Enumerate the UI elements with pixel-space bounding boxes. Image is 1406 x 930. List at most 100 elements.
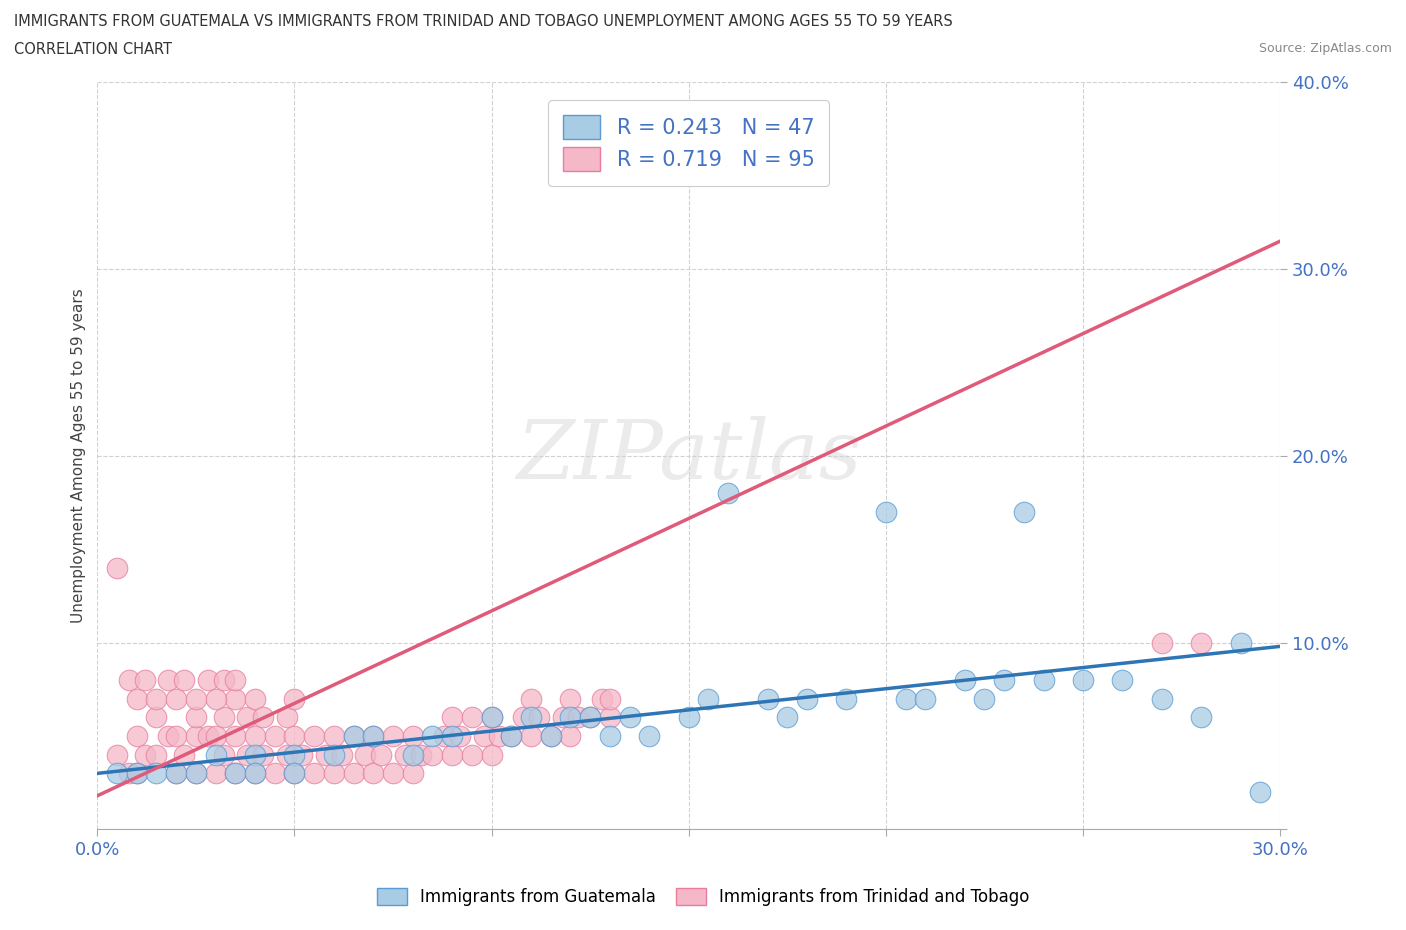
Point	[243, 691, 266, 706]
Point	[599, 691, 621, 706]
Point	[354, 748, 377, 763]
Point	[441, 710, 464, 724]
Point	[212, 672, 235, 687]
Point	[173, 672, 195, 687]
Point	[567, 710, 589, 724]
Point	[322, 766, 344, 781]
Point	[252, 748, 274, 763]
Point	[204, 748, 226, 763]
Point	[363, 728, 385, 743]
Point	[343, 766, 366, 781]
Point	[591, 691, 613, 706]
Point	[441, 748, 464, 763]
Point	[302, 766, 325, 781]
Point	[118, 766, 141, 781]
Point	[363, 728, 385, 743]
Point	[1150, 691, 1173, 706]
Point	[461, 710, 484, 724]
Point	[322, 728, 344, 743]
Point	[363, 766, 385, 781]
Point	[204, 766, 226, 781]
Point	[402, 748, 425, 763]
Point	[184, 766, 207, 781]
Point	[145, 691, 167, 706]
Point	[145, 748, 167, 763]
Point	[204, 728, 226, 743]
Text: IMMIGRANTS FROM GUATEMALA VS IMMIGRANTS FROM TRINIDAD AND TOBAGO UNEMPLOYMENT AM: IMMIGRANTS FROM GUATEMALA VS IMMIGRANTS …	[14, 14, 953, 29]
Point	[835, 691, 858, 706]
Point	[243, 766, 266, 781]
Point	[1189, 635, 1212, 650]
Point	[1249, 785, 1271, 800]
Point	[236, 710, 259, 724]
Point	[224, 766, 246, 781]
Point	[125, 766, 148, 781]
Point	[540, 728, 562, 743]
Point	[165, 766, 187, 781]
Point	[1032, 672, 1054, 687]
Point	[145, 766, 167, 781]
Point	[283, 748, 305, 763]
Y-axis label: Unemployment Among Ages 55 to 59 years: Unemployment Among Ages 55 to 59 years	[72, 288, 86, 623]
Point	[276, 710, 298, 724]
Point	[105, 561, 128, 576]
Legend: Immigrants from Guatemala, Immigrants from Trinidad and Tobago: Immigrants from Guatemala, Immigrants fr…	[370, 881, 1036, 912]
Point	[125, 691, 148, 706]
Point	[212, 710, 235, 724]
Point	[481, 748, 503, 763]
Point	[204, 691, 226, 706]
Point	[796, 691, 818, 706]
Point	[441, 728, 464, 743]
Point	[894, 691, 917, 706]
Point	[599, 710, 621, 724]
Point	[125, 728, 148, 743]
Point	[461, 748, 484, 763]
Point	[276, 748, 298, 763]
Point	[717, 485, 740, 500]
Point	[252, 710, 274, 724]
Point	[540, 728, 562, 743]
Point	[157, 728, 180, 743]
Point	[551, 710, 574, 724]
Point	[283, 766, 305, 781]
Point	[343, 728, 366, 743]
Point	[165, 691, 187, 706]
Point	[224, 672, 246, 687]
Point	[145, 710, 167, 724]
Point	[343, 728, 366, 743]
Point	[118, 672, 141, 687]
Point	[330, 748, 353, 763]
Point	[409, 748, 432, 763]
Point	[105, 766, 128, 781]
Point	[263, 728, 285, 743]
Point	[283, 766, 305, 781]
Point	[472, 728, 495, 743]
Point	[197, 672, 219, 687]
Point	[243, 766, 266, 781]
Point	[370, 748, 392, 763]
Point	[488, 728, 510, 743]
Point	[263, 766, 285, 781]
Point	[402, 766, 425, 781]
Point	[165, 766, 187, 781]
Point	[173, 748, 195, 763]
Point	[224, 766, 246, 781]
Point	[243, 728, 266, 743]
Point	[449, 728, 471, 743]
Point	[756, 691, 779, 706]
Point	[105, 748, 128, 763]
Point	[165, 728, 187, 743]
Point	[527, 710, 550, 724]
Point	[243, 748, 266, 763]
Point	[599, 728, 621, 743]
Point	[433, 728, 456, 743]
Point	[402, 728, 425, 743]
Legend: R = 0.243   N = 47, R = 0.719   N = 95: R = 0.243 N = 47, R = 0.719 N = 95	[548, 100, 830, 186]
Point	[184, 710, 207, 724]
Point	[914, 691, 936, 706]
Point	[776, 710, 799, 724]
Point	[197, 728, 219, 743]
Point	[134, 748, 156, 763]
Point	[953, 672, 976, 687]
Text: ZIPatlas: ZIPatlas	[516, 416, 862, 496]
